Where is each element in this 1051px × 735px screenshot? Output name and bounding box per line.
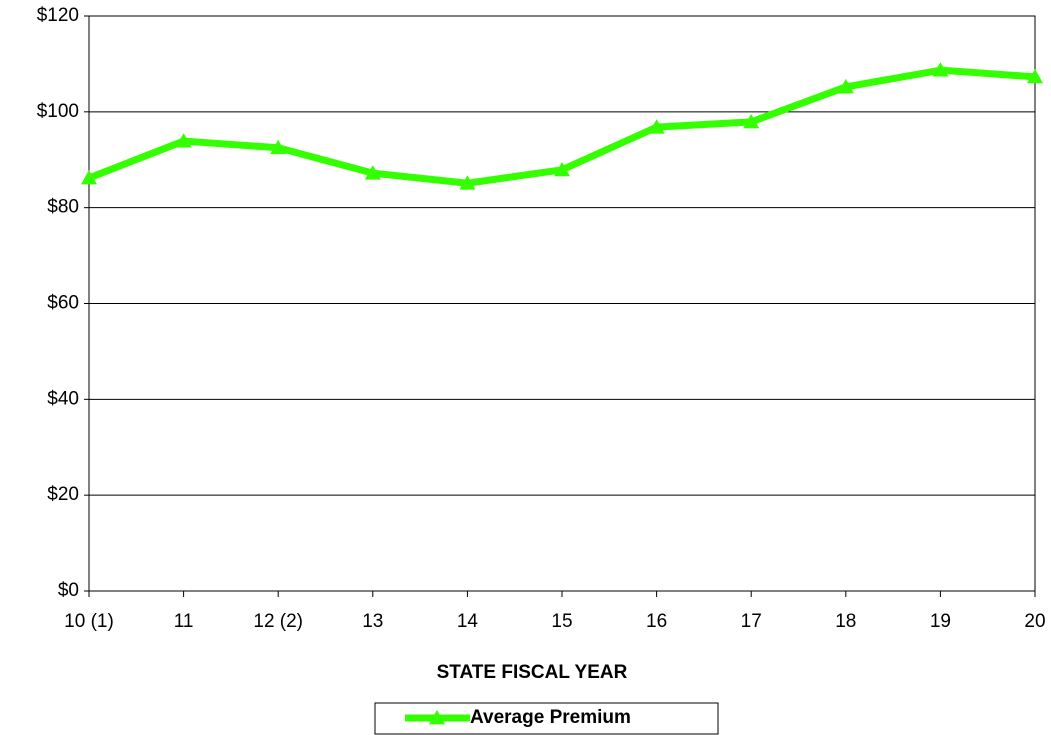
y-tick-label: $80 — [47, 197, 79, 218]
data-marker — [743, 113, 760, 129]
data-marker — [81, 169, 97, 185]
legend-label: Average Premium — [470, 707, 631, 728]
data-marker — [554, 161, 570, 177]
data-marker — [932, 62, 949, 77]
data-marker — [175, 133, 192, 148]
y-tick-label: $20 — [47, 484, 79, 505]
y-tick-label: $120 — [37, 5, 79, 26]
data-marker — [1027, 68, 1043, 84]
y-tick-label: $100 — [37, 101, 79, 122]
x-tick-label: 11 — [174, 611, 194, 632]
x-tick-label: 14 — [457, 611, 479, 632]
data-marker — [648, 119, 665, 134]
data-marker — [270, 139, 287, 155]
data-marker — [459, 175, 476, 190]
x-tick-label: 15 — [551, 611, 572, 632]
x-tick-label: 18 — [835, 611, 856, 632]
x-tick-label: 20 — [1024, 611, 1045, 632]
data-marker — [364, 165, 381, 180]
x-tick-label: 12 (2) — [253, 611, 303, 632]
x-tick-label: 16 — [646, 611, 667, 632]
y-tick-label: $60 — [47, 293, 79, 314]
x-tick-label: 17 — [741, 611, 762, 632]
x-tick-label: 19 — [930, 611, 951, 632]
y-tick-label: $40 — [47, 388, 79, 409]
x-tick-label: 13 — [362, 611, 383, 632]
x-axis-title: STATE FISCAL YEAR — [437, 662, 628, 683]
x-tick-label: 10 (1) — [64, 611, 114, 632]
data-marker — [837, 78, 854, 94]
legend: Average Premium — [374, 702, 719, 735]
y-tick-label: $0 — [58, 580, 79, 601]
legend-marker — [429, 710, 445, 725]
